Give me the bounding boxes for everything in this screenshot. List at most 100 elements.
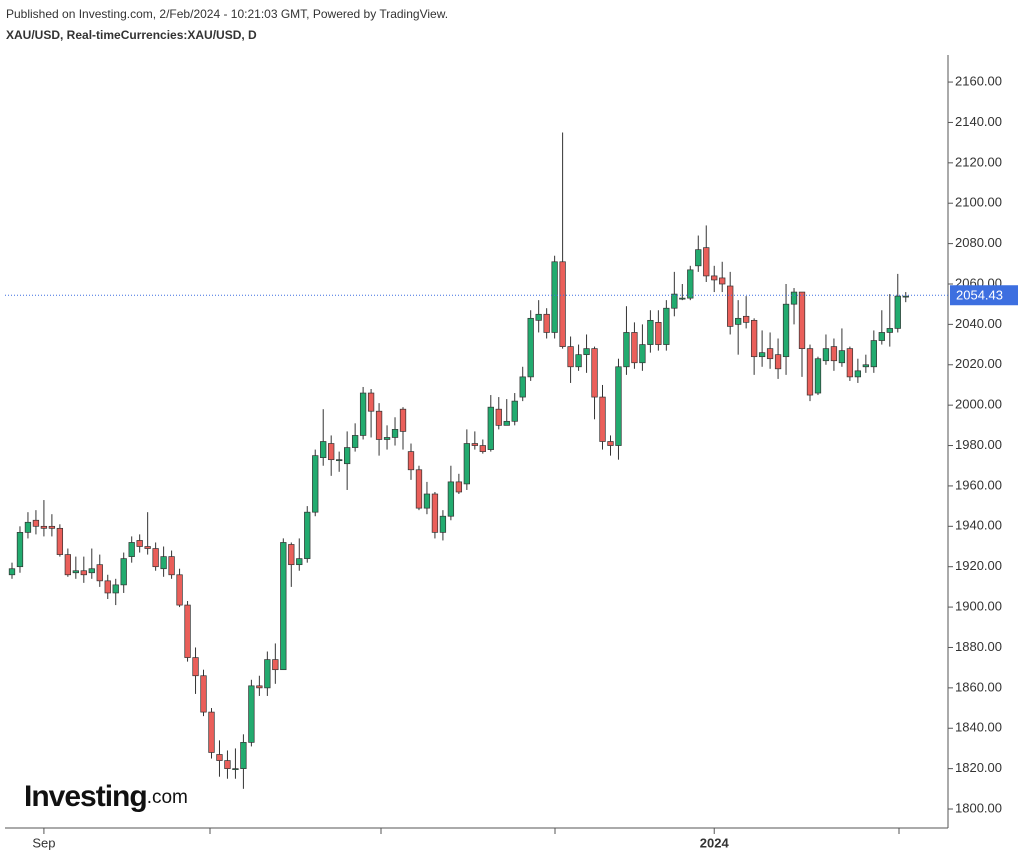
candle-body xyxy=(631,332,638,364)
candle-body xyxy=(367,392,375,412)
candle-body xyxy=(328,443,335,461)
candle-body xyxy=(407,451,415,471)
y-tick-label: 2040.00 xyxy=(955,316,1002,331)
candle-body xyxy=(272,659,279,671)
candle-body xyxy=(336,459,343,462)
candle-body xyxy=(559,261,566,347)
candle-body xyxy=(463,443,470,485)
candle-body xyxy=(88,568,95,574)
candle-body xyxy=(391,429,399,438)
candle-body xyxy=(264,659,271,689)
candle-body xyxy=(703,247,710,277)
candle-body xyxy=(886,328,893,333)
candle-body xyxy=(304,511,311,559)
candle-body xyxy=(535,313,542,321)
candle-body xyxy=(607,441,614,446)
candle-body xyxy=(120,558,127,586)
candle-body xyxy=(479,445,486,452)
candle-body xyxy=(711,275,718,281)
candle-body xyxy=(288,544,295,566)
candle-body xyxy=(104,580,111,594)
candle-body xyxy=(375,410,383,440)
candle-body xyxy=(830,346,838,362)
candle-body xyxy=(351,435,359,448)
y-tick-label: 1940.00 xyxy=(955,518,1002,533)
candle-body xyxy=(679,297,686,300)
y-tick-label: 1880.00 xyxy=(955,639,1002,654)
candle-body xyxy=(543,313,550,333)
candle-body xyxy=(591,348,598,398)
candle-body xyxy=(447,481,455,517)
candle-body xyxy=(687,269,694,299)
candle-body xyxy=(160,556,167,570)
candle-body xyxy=(232,768,239,770)
candle-body xyxy=(208,711,215,753)
y-tick-label: 1860.00 xyxy=(955,679,1002,694)
y-tick-label: 1900.00 xyxy=(955,599,1002,614)
logo-brand: Investing xyxy=(24,780,147,813)
candle-body xyxy=(48,525,56,529)
candle-body xyxy=(567,346,574,368)
candle-body xyxy=(8,568,16,576)
candle-body xyxy=(16,532,24,568)
candle-body xyxy=(727,285,734,327)
candle-body xyxy=(758,352,766,358)
candle-body xyxy=(750,319,758,358)
candle-body xyxy=(64,554,72,576)
candle-body xyxy=(112,584,119,594)
candle-body xyxy=(455,481,463,493)
candle-body xyxy=(695,249,702,267)
candle-body xyxy=(639,344,646,364)
candle-body xyxy=(735,317,742,325)
candle-body xyxy=(782,303,790,358)
candle-body xyxy=(240,742,247,769)
candle-body xyxy=(248,685,255,743)
candle-body xyxy=(519,376,526,398)
candle-body xyxy=(96,564,103,582)
candle-body xyxy=(359,392,367,436)
candle-body xyxy=(320,441,327,459)
logo-suffix: .com xyxy=(147,787,188,808)
candle-body xyxy=(184,604,191,658)
candle-body xyxy=(878,332,885,341)
x-tick-label: 2024 xyxy=(700,835,730,850)
candle-body xyxy=(487,406,494,450)
candle-body xyxy=(216,754,223,761)
last-price-label: 2054.43 xyxy=(956,288,1003,303)
candle-body xyxy=(790,291,798,305)
candle-body xyxy=(719,277,726,285)
candle-body xyxy=(663,307,670,345)
candles xyxy=(8,132,909,789)
candle-body xyxy=(527,317,534,378)
candle-body xyxy=(902,295,909,298)
candle-body xyxy=(766,348,774,360)
candle-body xyxy=(176,574,183,606)
candle-body xyxy=(383,437,391,440)
candle-body xyxy=(72,570,79,574)
candle-body xyxy=(599,396,606,442)
candle-body xyxy=(575,354,582,368)
y-tick-label: 2020.00 xyxy=(955,356,1002,371)
candle-body xyxy=(894,295,901,329)
logo: Investing.com xyxy=(24,780,188,813)
last-price-box xyxy=(950,285,1018,306)
y-tick-label: 1840.00 xyxy=(955,720,1002,735)
candle-body xyxy=(551,261,558,333)
candle-body xyxy=(168,556,175,576)
candle-body xyxy=(24,521,32,533)
candle-body xyxy=(655,322,662,345)
y-tick-label: 1960.00 xyxy=(955,477,1002,492)
candle-body xyxy=(583,348,590,356)
candle-body xyxy=(280,542,287,671)
y-tick-label: 1920.00 xyxy=(955,558,1002,573)
candle-body xyxy=(471,443,478,446)
candle-body xyxy=(128,542,135,557)
candle-body xyxy=(870,340,877,368)
symbol-label: XAU/USD, Real-timeCurrencies:XAU/USD, D xyxy=(6,28,257,42)
y-tick-label: 2080.00 xyxy=(955,235,1002,250)
x-tick-label: Sep xyxy=(32,835,55,850)
candle-body xyxy=(144,546,151,549)
candle-body xyxy=(431,493,439,533)
candle-body xyxy=(806,348,814,396)
